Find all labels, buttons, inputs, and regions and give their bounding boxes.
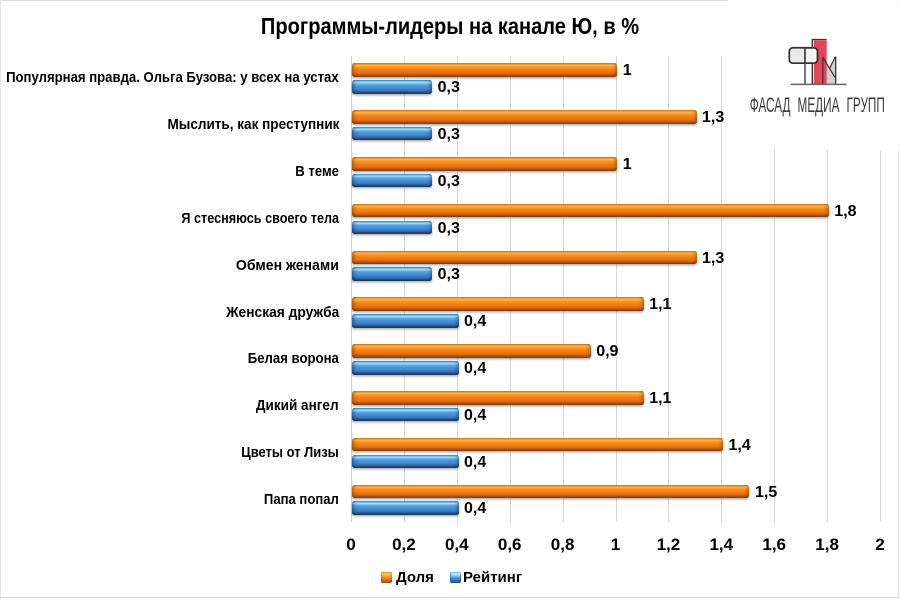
- svg-text:ФАСАД МЕДИА ГРУПП: ФАСАД МЕДИА ГРУПП: [750, 93, 885, 117]
